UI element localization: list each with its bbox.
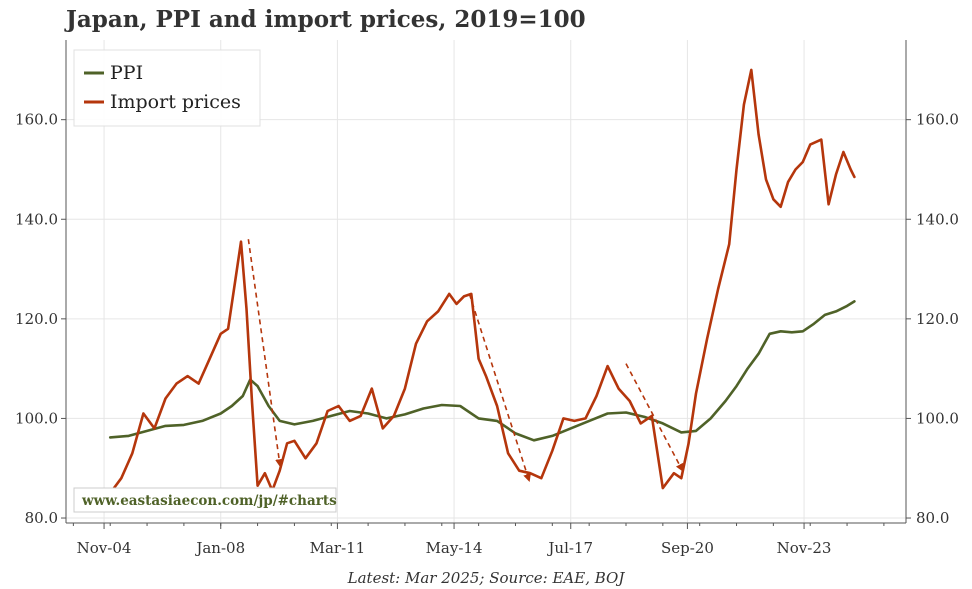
y-tick-label-left: 140.0	[15, 210, 58, 228]
legend: PPI Import prices	[73, 49, 261, 127]
dashed-arrow-annotation	[247, 239, 284, 468]
y-tick-label-right: 160.0	[916, 111, 959, 129]
x-tick-label: Jul-17	[546, 539, 593, 557]
axis-layer: 80.0 80.0 100.0 100.0 120.0 120.0 140.0 140.0 16…	[15, 40, 959, 557]
watermark-box: www.eastasiaecon.com/jp/#charts	[73, 487, 337, 513]
dashed-arrow-annotation	[468, 293, 531, 482]
import-prices-series-line	[108, 68, 856, 495]
x-tick-label: Nov-04	[77, 539, 132, 557]
series-layer	[108, 68, 856, 495]
chart-footer: Latest: Mar 2025; Source: EAE, BOJ	[347, 569, 626, 587]
y-tick-label-right: 120.0	[916, 310, 959, 328]
y-tick-label-left: 120.0	[15, 310, 58, 328]
x-tick-label: Sep-20	[661, 539, 714, 557]
annotation-layer	[247, 239, 684, 482]
x-tick-label: Jan-08	[194, 539, 245, 557]
watermark-text: www.eastasiaecon.com/jp/#charts	[81, 493, 337, 509]
dashed-arrow-annotation	[625, 363, 684, 472]
chart-title: Japan, PPI and import prices, 2019=100	[66, 6, 586, 33]
legend-label-ppi: PPI	[110, 62, 143, 84]
x-tick-label: Nov-23	[777, 539, 832, 557]
y-tick-label-right: 140.0	[916, 210, 959, 228]
x-tick-label: Mar-11	[310, 539, 366, 557]
y-tick-label-right: 100.0	[916, 409, 959, 427]
y-tick-label-right: 80.0	[916, 509, 949, 527]
y-tick-label-left: 100.0	[15, 409, 58, 427]
ppi-series-line	[108, 300, 856, 442]
x-tick-label: May-14	[426, 539, 483, 557]
y-tick-label-left: 160.0	[15, 111, 58, 129]
legend-label-import-prices: Import prices	[110, 91, 241, 113]
y-tick-label-left: 80.0	[25, 509, 58, 527]
